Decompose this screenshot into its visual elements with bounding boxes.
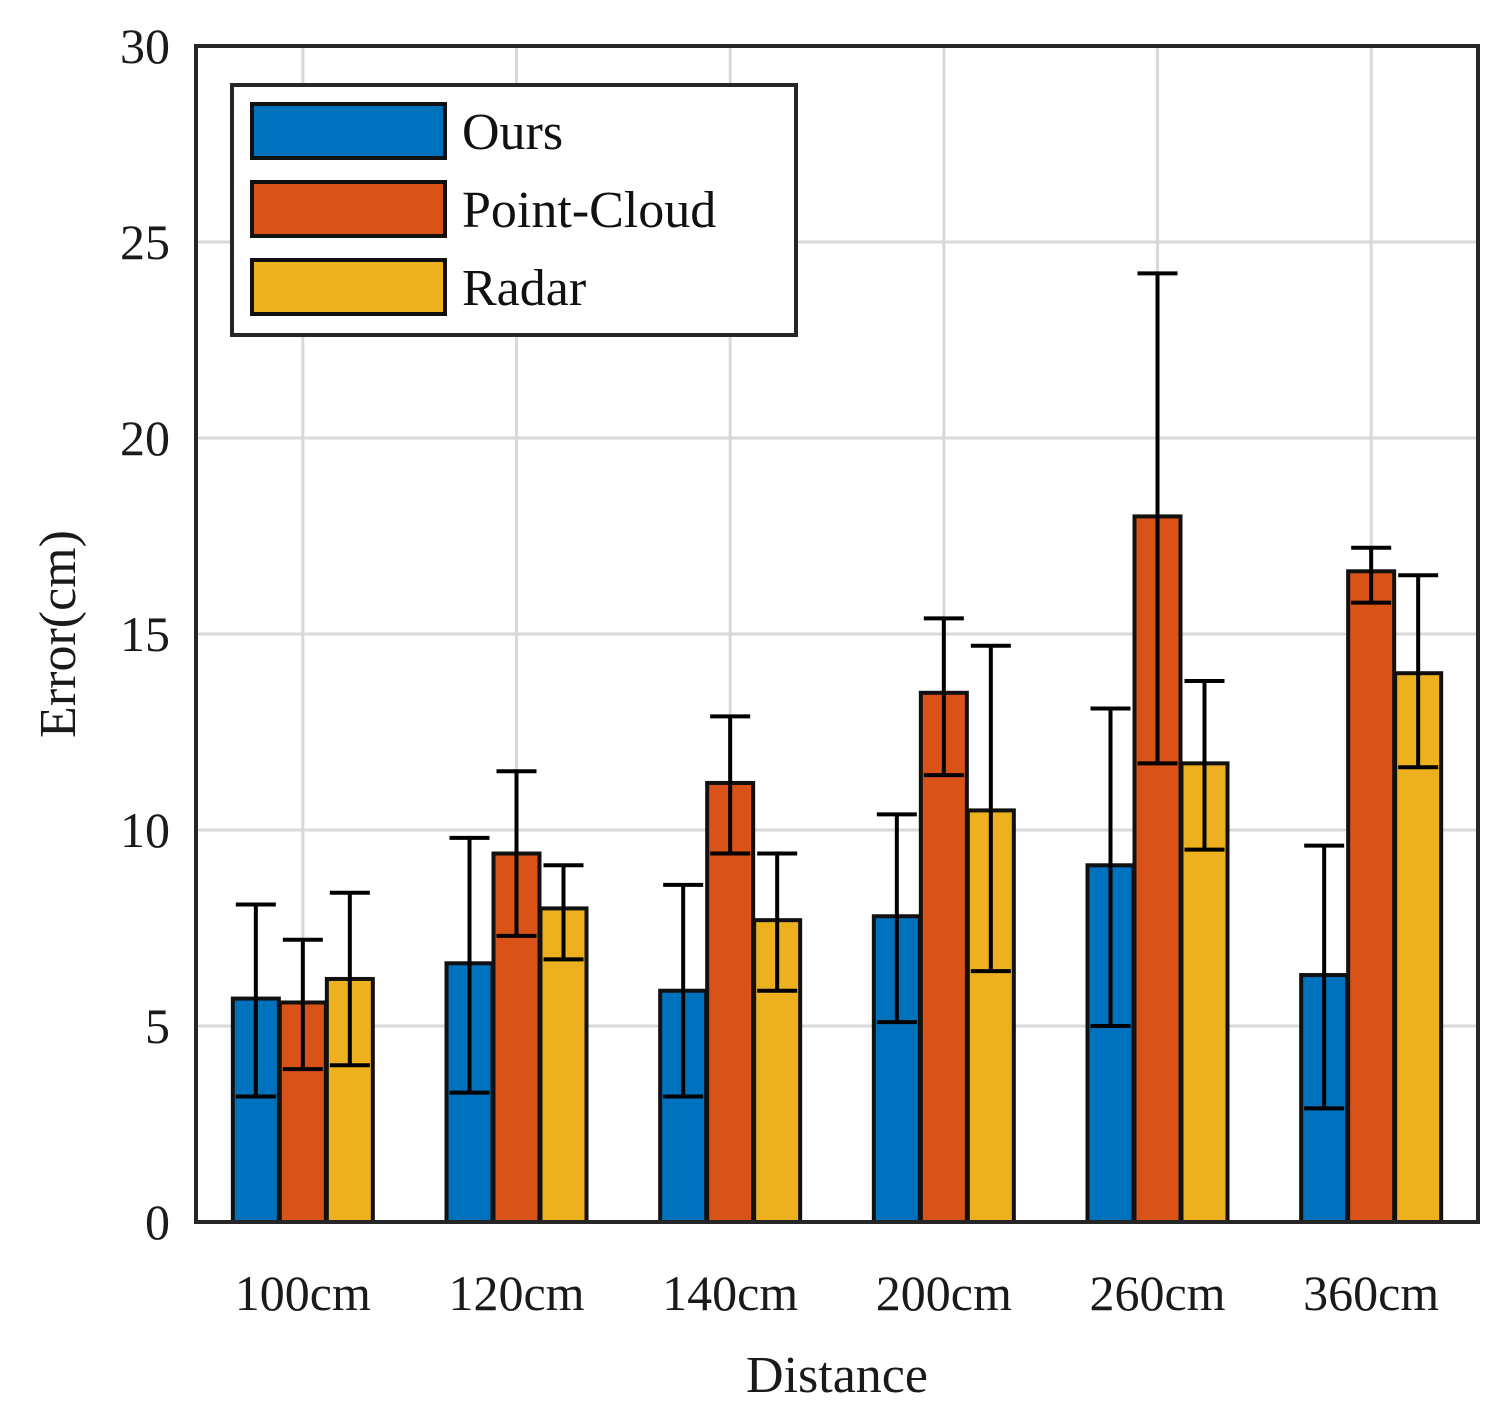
x-tick-label: 200cm	[876, 1265, 1012, 1321]
legend-swatch-point-cloud	[250, 180, 447, 238]
y-tick-label: 20	[120, 410, 170, 466]
y-tick-label: 0	[145, 1194, 170, 1250]
x-axis-title: Distance	[746, 1347, 928, 1404]
legend-swatch-ours	[250, 102, 447, 160]
y-tick-label: 15	[120, 606, 170, 662]
axes-frame	[194, 44, 1480, 1224]
legend-label: Ours	[462, 104, 563, 161]
x-tick-label: 360cm	[1303, 1265, 1439, 1321]
y-tick-label: 30	[120, 18, 170, 74]
y-tick-label: 25	[120, 214, 170, 270]
bars	[230, 514, 1444, 1225]
y-axis-title: Error(cm)	[30, 530, 87, 738]
x-tick-label: 140cm	[662, 1265, 798, 1321]
legend: Ours Point-Cloud Radar	[230, 83, 798, 337]
legend-label: Radar	[462, 260, 586, 317]
tick-labels: 0 5 10 15 20 25 30 100cm 120cm 140cm 200cm 260cm 360…	[120, 18, 1439, 1321]
bar-point-cloud	[1346, 569, 1397, 1224]
x-tick-label: 100cm	[235, 1265, 371, 1321]
error-bars	[235, 271, 1439, 1111]
legend-label: Point-Cloud	[462, 182, 716, 239]
x-tick-label: 120cm	[448, 1265, 584, 1321]
y-tick-label: 10	[120, 802, 170, 858]
x-tick-label: 260cm	[1089, 1265, 1225, 1321]
legend-swatch-radar	[250, 258, 447, 316]
y-tick-label: 5	[145, 998, 170, 1054]
